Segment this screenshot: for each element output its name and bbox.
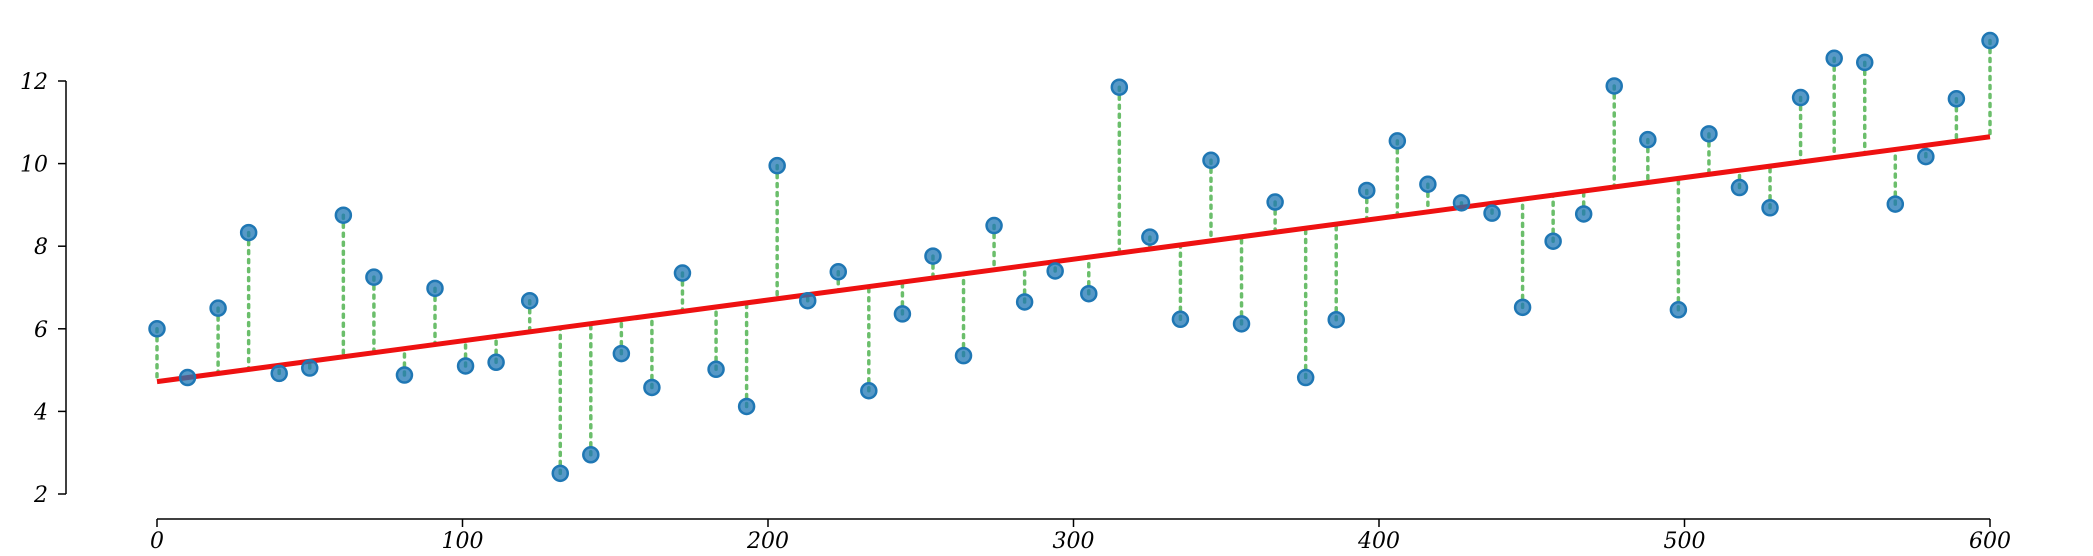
residual-lines: [155, 38, 1992, 476]
data-point: [334, 206, 353, 224]
x-tick-label: 500: [1664, 529, 1706, 554]
x-tick-label: 600: [1969, 529, 2011, 554]
data-point: [1791, 88, 1810, 107]
data-point: [1574, 205, 1593, 223]
data-point: [1513, 298, 1532, 317]
data-point: [1855, 53, 1874, 72]
data-point: [1544, 232, 1562, 250]
data-point: [1266, 193, 1284, 211]
data-point: [426, 279, 444, 298]
data-point: [551, 464, 570, 483]
y-tick-label: 8: [34, 235, 48, 260]
data-point: [829, 263, 848, 281]
data-point: [1917, 147, 1935, 166]
data-point: [1110, 78, 1129, 96]
data-point: [209, 299, 227, 317]
data-points: [148, 31, 1999, 483]
data-point: [365, 268, 383, 286]
data-point: [985, 216, 1003, 235]
data-point: [1296, 368, 1315, 387]
data-point: [487, 353, 505, 372]
data-point: [954, 346, 973, 365]
data-point: [1232, 315, 1251, 333]
data-point: [1046, 262, 1064, 280]
data-point: [1388, 132, 1407, 150]
data-point: [1483, 204, 1501, 222]
data-point: [798, 291, 817, 310]
data-point: [178, 368, 197, 387]
x-tick-label: 0: [150, 529, 164, 554]
data-point: [1730, 178, 1749, 197]
data-point: [1947, 90, 1966, 108]
data-point: [1015, 293, 1034, 311]
regression-fit-line: [156, 134, 1991, 385]
data-point: [1605, 77, 1623, 95]
x-tick-label: 300: [1053, 529, 1095, 554]
data-point: [1639, 130, 1657, 149]
data-point: [1886, 195, 1905, 213]
data-point: [1202, 151, 1220, 170]
data-point: [520, 291, 539, 310]
data-point: [1669, 301, 1688, 319]
data-point: [148, 320, 166, 338]
data-point: [1419, 175, 1437, 193]
data-point: [1327, 310, 1345, 329]
data-point: [860, 382, 878, 400]
data-point: [707, 360, 725, 379]
data-point: [1825, 49, 1843, 68]
data-point: [456, 357, 475, 375]
data-point: [1981, 31, 1999, 50]
y-tick-label: 12: [20, 70, 48, 95]
x-tick-label: 100: [442, 529, 484, 554]
data-point: [1761, 199, 1779, 217]
data-point: [582, 446, 600, 464]
data-point: [395, 366, 414, 384]
data-point: [893, 305, 912, 323]
x-tick-label: 400: [1357, 529, 1400, 554]
fit-line-layer: [156, 134, 1991, 385]
y-tick-label: 2: [33, 483, 48, 508]
data-point: [270, 364, 288, 383]
data-point: [1700, 125, 1718, 143]
data-point: [1141, 228, 1159, 246]
data-point: [1080, 284, 1098, 303]
data-point: [673, 264, 692, 282]
data-point: [612, 344, 631, 363]
data-point: [924, 247, 942, 265]
data-point: [1452, 194, 1471, 212]
y-tick-label: 10: [20, 153, 48, 178]
axes: 2 4 6 8 10 12 0 100 200 300 400 500 600: [20, 70, 2011, 554]
data-point: [1358, 181, 1376, 200]
data-point: [768, 156, 786, 175]
data-point: [1171, 310, 1190, 329]
y-tick-label: 4: [33, 400, 48, 425]
data-point: [737, 397, 756, 416]
data-point: [643, 378, 661, 397]
x-tick-label: 200: [746, 529, 789, 554]
data-point: [239, 223, 258, 242]
data-point: [301, 359, 319, 377]
y-tick-label: 6: [34, 318, 48, 343]
